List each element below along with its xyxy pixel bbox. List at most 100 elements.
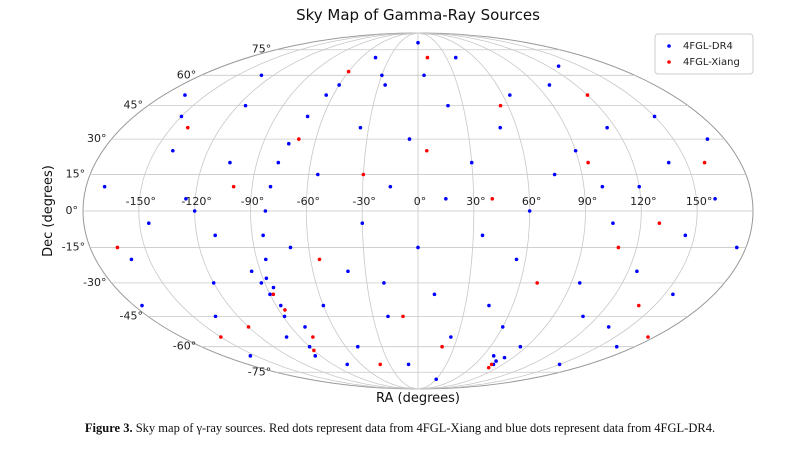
- grid-line: [417, 32, 642, 390]
- data-point: [383, 83, 387, 87]
- data-point: [705, 137, 710, 141]
- data-point: [605, 125, 609, 130]
- data-point: [184, 197, 188, 201]
- x-tick-label: -30°: [352, 195, 375, 208]
- data-point: [514, 257, 519, 262]
- x-tick-label: 120°: [630, 195, 657, 208]
- data-point: [498, 103, 503, 108]
- data-point: [185, 125, 190, 130]
- data-point: [527, 209, 532, 213]
- data-point: [288, 245, 293, 250]
- caption: Figure 3. Sky map of γ-ray sources. Red …: [85, 421, 715, 435]
- legend-label: 4FGL-Xiang: [683, 57, 740, 68]
- x-tick-label: -120°: [181, 195, 211, 208]
- data-point: [115, 245, 120, 250]
- data-point: [192, 209, 197, 213]
- data-point: [614, 344, 619, 349]
- data-point: [303, 325, 307, 329]
- y-tick-label: 30°: [87, 132, 107, 145]
- y-tick-label: -15°: [62, 240, 85, 253]
- y-tick-label: 15°: [66, 168, 86, 181]
- data-point: [557, 362, 562, 367]
- data-point: [228, 160, 232, 165]
- data-point: [283, 308, 287, 312]
- data-point: [179, 114, 184, 119]
- data-point: [271, 292, 276, 297]
- data-point: [416, 40, 420, 45]
- data-point: [535, 281, 539, 285]
- data-point: [556, 64, 561, 68]
- data-point: [635, 269, 639, 274]
- data-point: [286, 141, 291, 146]
- data-point: [259, 281, 264, 285]
- data-point: [140, 303, 144, 308]
- data-point: [311, 335, 315, 339]
- data-point: [305, 114, 310, 119]
- data-point: [489, 362, 494, 367]
- data-point: [494, 359, 498, 363]
- data-point: [355, 344, 360, 349]
- data-point: [480, 233, 485, 238]
- data-point: [490, 197, 495, 201]
- data-point: [146, 221, 151, 225]
- data-point: [102, 184, 107, 189]
- data-point: [573, 148, 578, 153]
- data-point: [129, 257, 134, 262]
- data-point: [702, 160, 707, 165]
- data-point: [500, 325, 505, 329]
- legend-label: 4FGL-DR4: [683, 41, 733, 52]
- data-point: [600, 184, 605, 189]
- data-point: [469, 160, 474, 165]
- data-point: [552, 172, 557, 177]
- data-point: [586, 160, 590, 165]
- legend-box: [654, 33, 754, 75]
- x-tick-label: 90°: [578, 195, 598, 208]
- data-point: [263, 257, 268, 262]
- data-point: [388, 184, 393, 189]
- x-axis-label: RA (degrees): [376, 391, 460, 406]
- grid-line: [305, 32, 419, 390]
- data-point: [666, 160, 671, 165]
- data-point: [346, 69, 351, 74]
- data-point: [284, 335, 289, 339]
- chart-title: Sky Map of Gamma-Ray Sources: [296, 6, 540, 24]
- x-tick-label: 30°: [466, 195, 486, 208]
- data-point: [652, 114, 657, 119]
- data-point: [321, 303, 326, 308]
- y-tick-label: -45°: [120, 309, 143, 322]
- y-tick-label: -30°: [83, 276, 106, 289]
- data-point: [248, 354, 253, 358]
- data-point: [577, 281, 582, 285]
- data-point: [486, 365, 491, 370]
- data-point: [307, 344, 312, 349]
- data-point: [282, 314, 287, 319]
- data-point: [407, 137, 412, 141]
- data-point: [734, 245, 739, 250]
- data-point: [358, 125, 363, 130]
- x-tick-label: 0°: [414, 195, 427, 208]
- x-tick-label: -90°: [241, 195, 264, 208]
- data-point: [434, 377, 438, 382]
- data-point: [424, 148, 429, 153]
- data-point: [581, 314, 585, 319]
- data-point: [297, 137, 301, 141]
- data-point: [401, 314, 405, 319]
- data-point: [382, 281, 386, 285]
- data-point: [547, 83, 552, 87]
- data-point: [271, 285, 276, 290]
- data-point: [611, 221, 615, 225]
- data-point: [171, 148, 175, 153]
- x-tick-label: 150°: [686, 195, 713, 208]
- grid-line: [417, 32, 475, 390]
- data-point: [324, 93, 328, 97]
- grid-line: [138, 32, 419, 390]
- data-point: [378, 362, 383, 367]
- data-point: [446, 103, 450, 108]
- y-tick-label: 0°: [66, 204, 79, 217]
- data-point: [498, 125, 503, 130]
- data-point: [380, 73, 384, 78]
- y-axis-label: Dec (degrees): [41, 165, 56, 257]
- data-point: [502, 355, 507, 360]
- data-point: [268, 292, 272, 297]
